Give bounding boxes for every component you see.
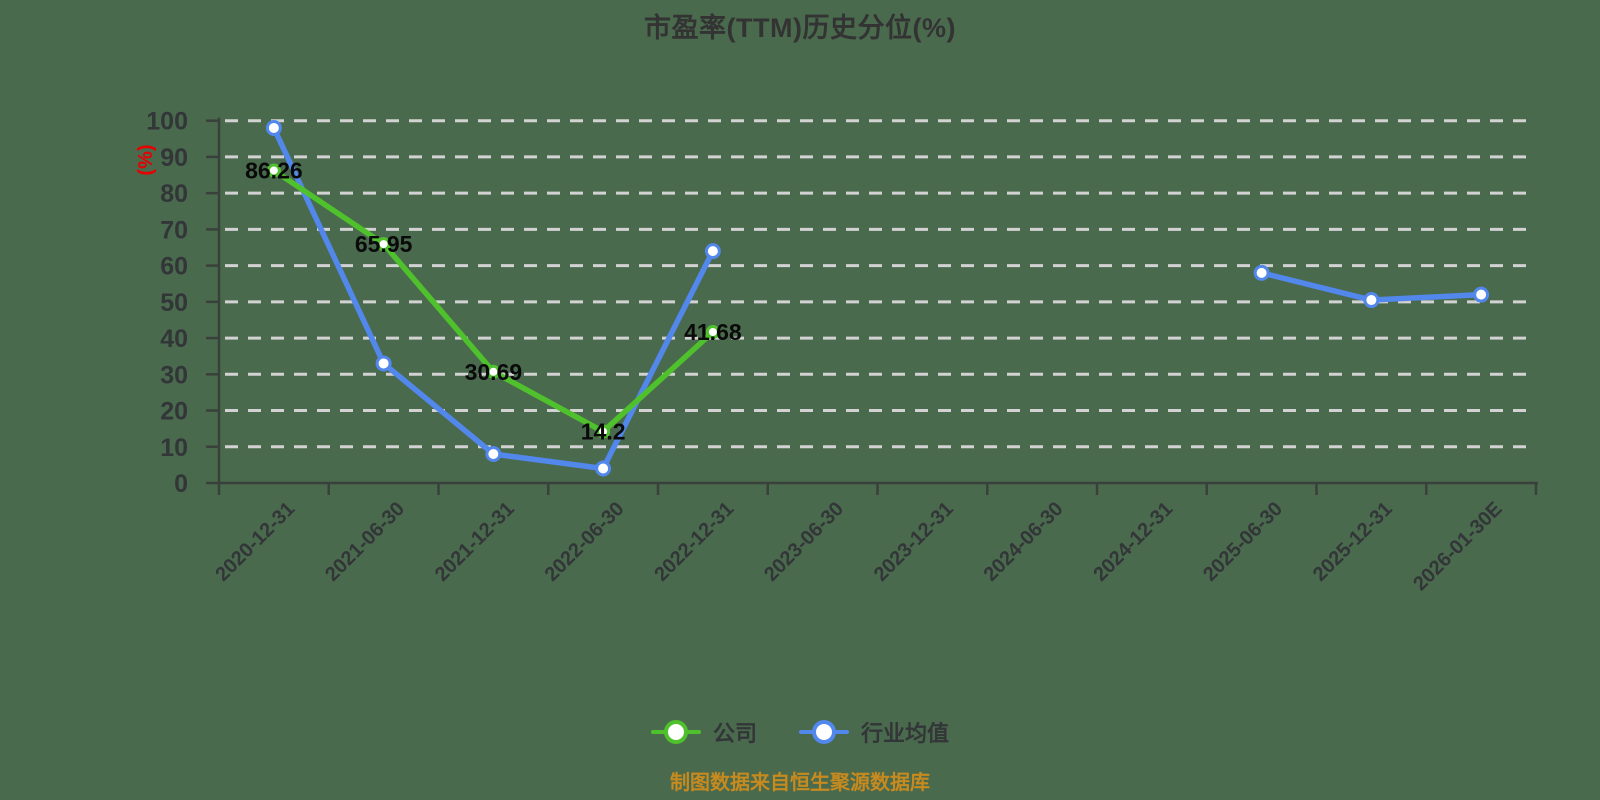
y-tick-label: 100 <box>146 108 188 136</box>
legend-item-industry[interactable]: 行业均值 <box>799 716 949 748</box>
data-point <box>376 237 391 252</box>
x-tick-label: 2023-06-30 <box>760 498 848 586</box>
x-tick-label: 2024-06-30 <box>980 498 1068 586</box>
industry-line-marker-icon <box>799 720 849 744</box>
data-point <box>704 243 721 260</box>
y-tick-label: 40 <box>160 325 188 353</box>
x-tick-label: 2025-12-31 <box>1309 498 1397 586</box>
industry-line <box>271 125 716 472</box>
data-point <box>266 163 281 178</box>
y-tick-label: 0 <box>174 470 188 498</box>
x-tick-label: 2021-12-31 <box>431 498 519 586</box>
y-tick-label: 50 <box>160 289 188 317</box>
y-tick-label: 10 <box>160 434 188 462</box>
value-label: 14.2 <box>581 419 626 445</box>
data-source-note: 制图数据来自恒生聚源数据库 <box>670 772 930 794</box>
y-tick-label: 30 <box>160 361 188 389</box>
legend-item-company[interactable]: 公司 <box>650 716 757 748</box>
data-point <box>705 324 720 339</box>
x-tick-label: 2022-06-30 <box>541 498 629 586</box>
legend-label-company: 公司 <box>712 721 757 746</box>
y-axis-name: (%) <box>135 144 157 175</box>
x-tick-label: 2026-01-30E <box>1409 498 1506 595</box>
value-label: 30.69 <box>465 359 523 385</box>
x-tick-label: 2021-06-30 <box>321 498 409 586</box>
x-tick-label: 2022-12-31 <box>650 498 738 586</box>
y-tick-label: 60 <box>160 253 188 281</box>
x-tick-label: 2025-06-30 <box>1199 498 1287 586</box>
x-tick-label: 2024-12-31 <box>1089 498 1177 586</box>
company-line-marker-icon <box>650 720 701 744</box>
value-label: 41.68 <box>684 319 742 345</box>
data-point <box>265 119 282 136</box>
data-point <box>375 355 392 372</box>
data-point <box>1363 292 1380 309</box>
x-tick-label: 2023-12-31 <box>870 498 958 586</box>
x-tick-label: 2020-12-31 <box>211 498 299 586</box>
y-tick-label: 90 <box>160 144 188 172</box>
data-point <box>486 364 501 379</box>
y-tick-label: 80 <box>160 180 188 208</box>
value-label: 86.26 <box>245 157 303 183</box>
legend-label-industry: 行业均值 <box>861 721 950 746</box>
data-point <box>595 460 612 477</box>
data-point <box>1473 286 1490 303</box>
value-label: 65.95 <box>355 231 413 257</box>
data-point <box>596 424 611 439</box>
y-tick-label: 70 <box>160 216 188 244</box>
y-tick-label: 20 <box>160 398 188 426</box>
data-point <box>485 446 502 463</box>
chart-title: 市盈率(TTM)历史分位(%) <box>644 13 956 43</box>
data-point <box>1253 264 1270 281</box>
legend: 公司 行业均值 <box>0 716 1600 748</box>
